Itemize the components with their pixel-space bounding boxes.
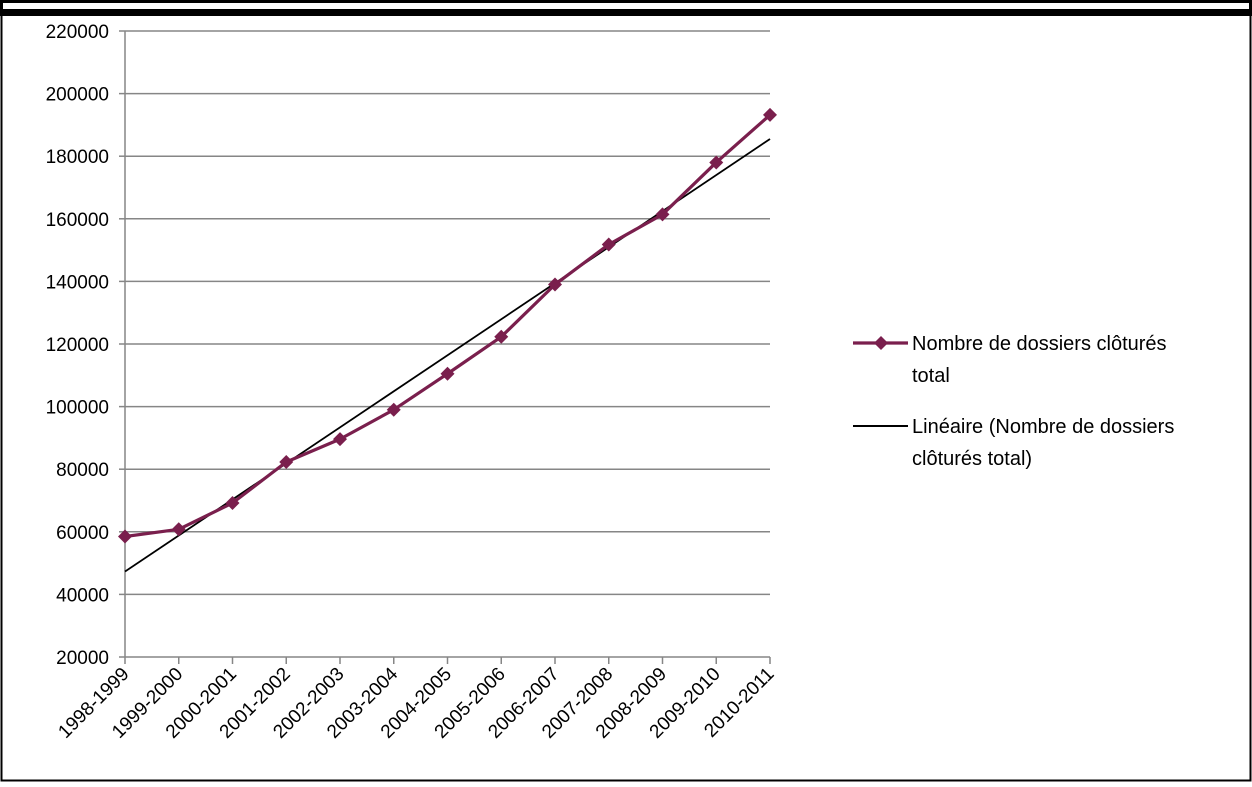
y-tick-label: 100000 [46,398,109,419]
legend-series-label: Nombre de dossiers clôturés [912,333,1167,355]
legend-trend-label: Linéaire (Nombre de dossiers [912,416,1174,438]
axis-layer: 220000 200000 180000 160000 140000 120000 1000… [46,22,779,743]
legend: Nombre de dossiers clôturés total Linéaire… [853,333,1174,470]
data-point-marker [548,277,562,292]
data-point-marker [225,496,240,511]
series-layer [118,107,777,544]
data-point-marker [171,522,186,537]
data-point-marker [333,432,347,447]
y-tick-label: 160000 [46,210,109,231]
y-tick-label: 220000 [46,22,109,43]
data-point-marker [440,366,455,381]
y-tick-label: 140000 [46,272,109,293]
data-point-marker [118,529,132,544]
chart-top-white-gap [3,3,1249,9]
y-tick-label: 60000 [56,523,109,544]
data-point-marker [494,329,509,344]
y-tick-label: 40000 [56,585,109,606]
data-point-marker [763,107,777,122]
y-tick-label: 120000 [46,335,109,356]
legend-series-label: total [912,365,950,387]
y-tick-label: 200000 [46,85,109,106]
data-point-marker [709,155,724,170]
data-point-marker [601,237,616,252]
y-tick-label: 80000 [56,460,109,481]
series-line [124,113,772,539]
data-point-marker [386,402,401,417]
legend-series-marker [874,336,888,350]
data-point-marker [655,207,670,222]
legend-trend-label: clôturés total) [912,448,1032,470]
y-tick-label: 180000 [46,147,109,168]
y-tick-label: 20000 [56,648,109,669]
chart-border-inner [0,9,1252,782]
data-point-marker [279,455,294,470]
